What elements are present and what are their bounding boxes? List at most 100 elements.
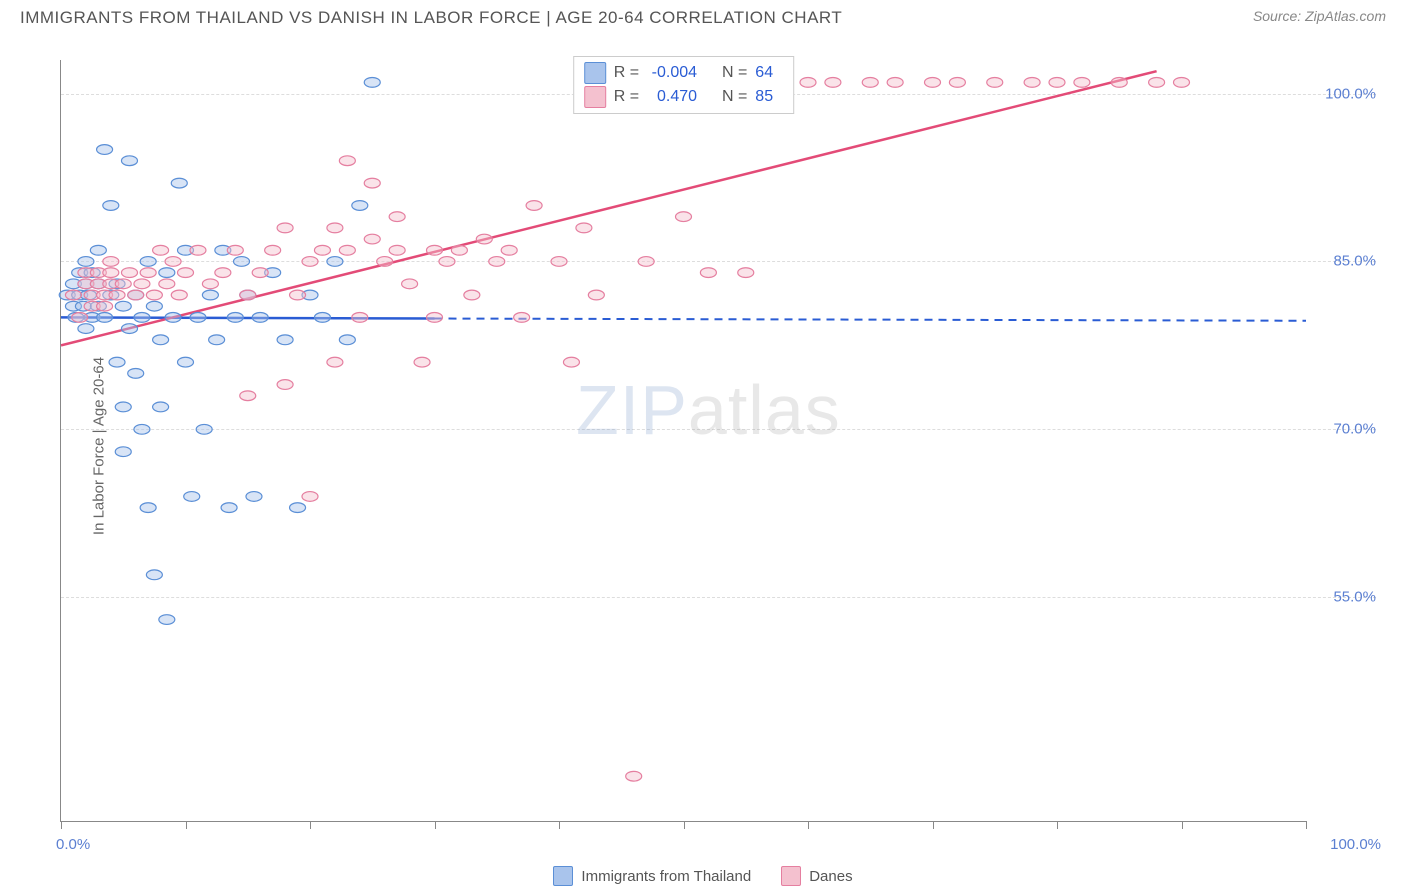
scatter-point: [949, 77, 965, 87]
scatter-point: [190, 245, 206, 255]
scatter-point: [221, 503, 237, 513]
scatter-point: [153, 335, 169, 345]
x-tick: [1057, 821, 1058, 829]
scatter-point: [190, 313, 206, 323]
scatter-point: [576, 223, 592, 233]
x-tick: [186, 821, 187, 829]
scatter-point: [109, 290, 125, 300]
scatter-point: [551, 257, 567, 267]
scatter-point: [146, 301, 162, 311]
scatter-point: [439, 257, 455, 267]
scatter-point: [339, 335, 355, 345]
y-tick-label: 55.0%: [1316, 589, 1376, 606]
scatter-point: [178, 357, 194, 367]
plot-area: ZIPatlas 0.0% 100.0% R = -0.004 N = 64 R…: [60, 60, 1306, 822]
scatter-point: [97, 145, 113, 155]
scatter-point: [402, 279, 418, 289]
swatch-danes: [584, 86, 606, 108]
scatter-point: [178, 268, 194, 278]
legend-n-thailand: 64: [755, 61, 779, 85]
x-tick: [933, 821, 934, 829]
x-axis-max-label: 100.0%: [1330, 836, 1381, 853]
scatter-point: [159, 615, 175, 625]
legend-item-thailand: Immigrants from Thailand: [553, 866, 751, 886]
scatter-point: [97, 301, 113, 311]
scatter-point: [252, 313, 268, 323]
x-tick: [684, 821, 685, 829]
scatter-point: [153, 245, 169, 255]
legend-r-label: R =: [614, 61, 639, 85]
scatter-point: [626, 771, 642, 781]
scatter-point: [134, 279, 150, 289]
scatter-point: [427, 245, 443, 255]
legend-row-thailand: R = -0.004 N = 64: [584, 61, 780, 85]
scatter-point: [501, 245, 517, 255]
scatter-point: [277, 335, 293, 345]
chart-title: IMMIGRANTS FROM THAILAND VS DANISH IN LA…: [20, 8, 842, 28]
scatter-point: [140, 503, 156, 513]
scatter-point: [464, 290, 480, 300]
x-axis-min-label: 0.0%: [56, 836, 90, 853]
legend-r-danes: 0.470: [647, 85, 697, 109]
legend-n-label: N =: [722, 85, 747, 109]
scatter-point: [134, 313, 150, 323]
scatter-point: [103, 268, 119, 278]
legend-r-thailand: -0.004: [647, 61, 697, 85]
scatter-point: [352, 201, 368, 211]
y-tick-label: 70.0%: [1316, 421, 1376, 438]
scatter-point: [314, 245, 330, 255]
scatter-point: [327, 223, 343, 233]
x-tick: [559, 821, 560, 829]
scatter-point: [165, 313, 181, 323]
scatter-point: [121, 156, 137, 166]
scatter-point: [159, 279, 175, 289]
scatter-point: [1149, 77, 1165, 87]
scatter-point: [526, 201, 542, 211]
scatter-point: [364, 234, 380, 244]
x-tick: [1182, 821, 1183, 829]
legend-item-danes: Danes: [781, 866, 852, 886]
x-tick: [808, 821, 809, 829]
scatter-point: [153, 402, 169, 412]
scatter-point: [1111, 77, 1127, 87]
scatter-point: [240, 391, 256, 401]
scatter-point: [364, 178, 380, 188]
swatch-danes: [781, 866, 801, 886]
scatter-point: [1049, 77, 1065, 87]
scatter-point: [987, 77, 1003, 87]
scatter-point: [800, 77, 816, 87]
x-tick: [435, 821, 436, 829]
scatter-point: [862, 77, 878, 87]
scatter-point: [514, 313, 530, 323]
scatter-point: [115, 301, 131, 311]
scatter-point: [327, 257, 343, 267]
scatter-point: [109, 357, 125, 367]
scatter-point: [209, 335, 225, 345]
scatter-point: [339, 156, 355, 166]
scatter-point: [90, 245, 106, 255]
x-tick: [1306, 821, 1307, 829]
series-legend: Immigrants from Thailand Danes: [0, 866, 1406, 886]
scatter-point: [339, 245, 355, 255]
legend-r-label: R =: [614, 85, 639, 109]
scatter-point: [265, 245, 281, 255]
scatter-svg: [61, 60, 1306, 821]
source-citation: Source: ZipAtlas.com: [1253, 8, 1386, 24]
scatter-point: [159, 268, 175, 278]
scatter-point: [227, 245, 243, 255]
scatter-point: [489, 257, 505, 267]
scatter-point: [97, 313, 113, 323]
scatter-point: [825, 77, 841, 87]
scatter-point: [414, 357, 430, 367]
scatter-point: [1024, 77, 1040, 87]
scatter-point: [925, 77, 941, 87]
scatter-point: [277, 380, 293, 390]
scatter-point: [352, 313, 368, 323]
scatter-point: [121, 268, 137, 278]
scatter-point: [1074, 77, 1090, 87]
scatter-point: [202, 290, 218, 300]
scatter-point: [290, 290, 306, 300]
scatter-point: [115, 447, 131, 457]
scatter-point: [290, 503, 306, 513]
scatter-point: [140, 257, 156, 267]
